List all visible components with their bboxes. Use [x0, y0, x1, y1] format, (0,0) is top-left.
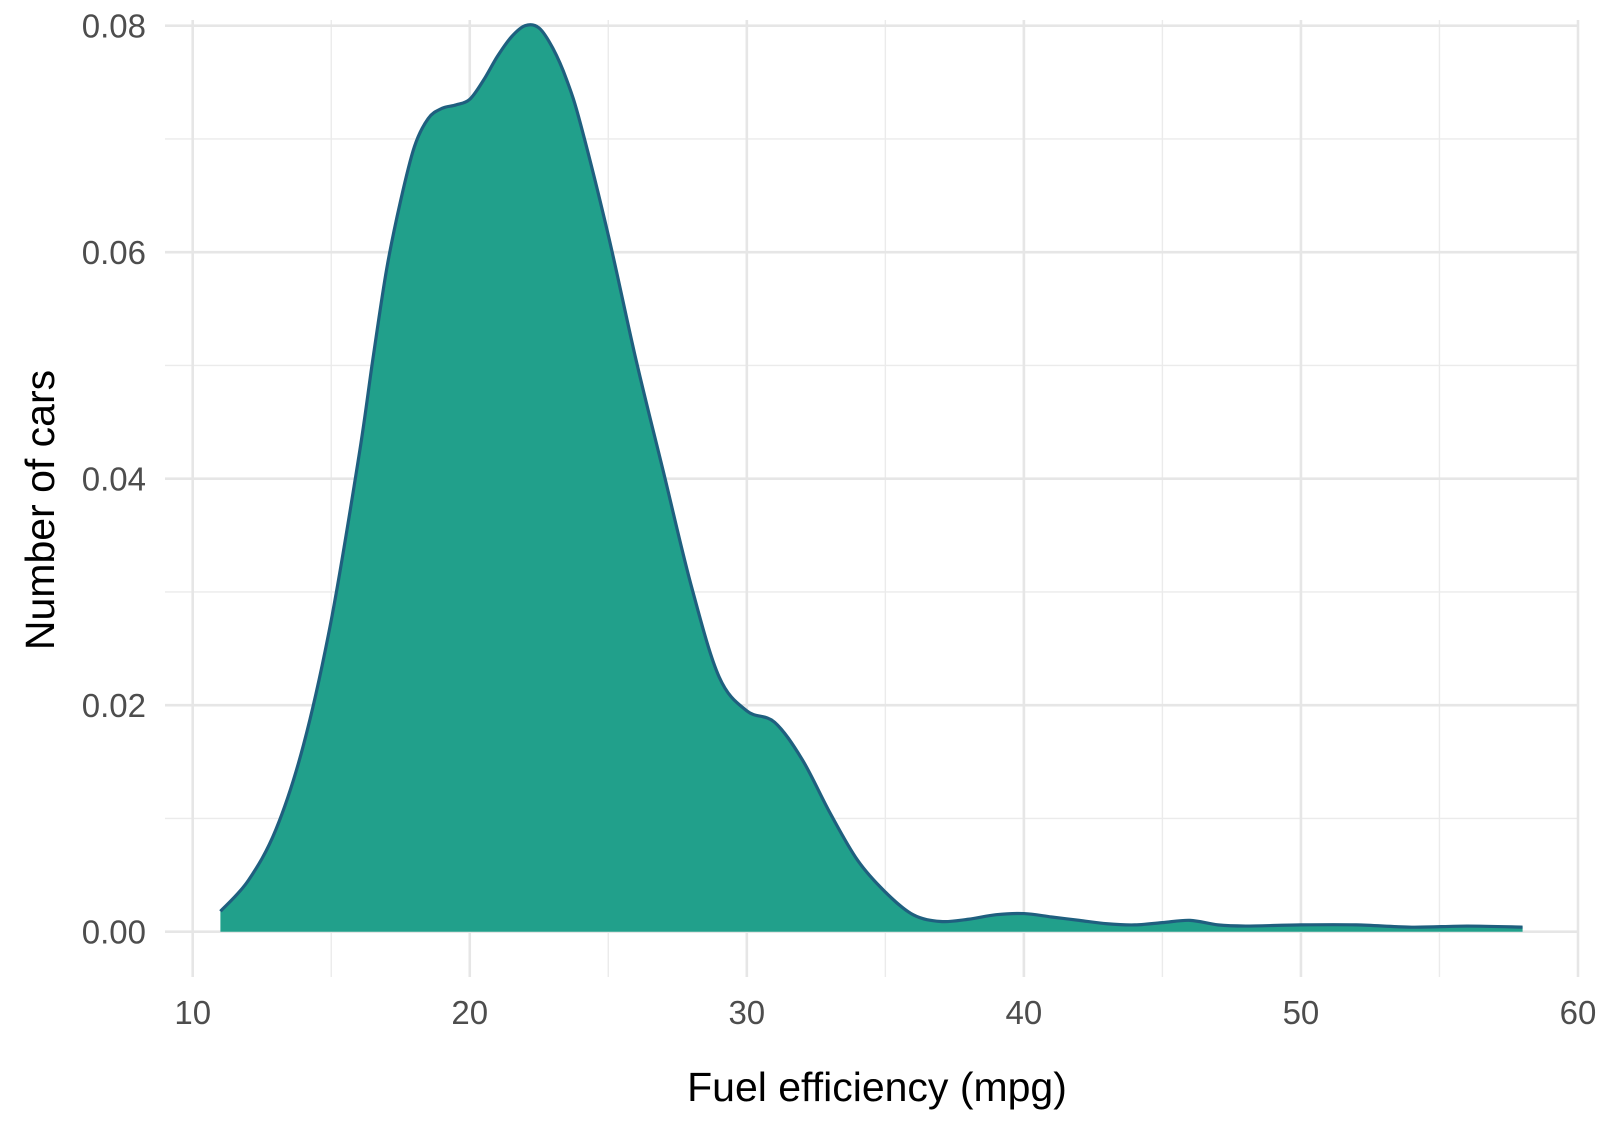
x-tick-label: 40 [1006, 994, 1043, 1031]
x-tick-label: 20 [451, 994, 488, 1031]
y-tick-label: 0.06 [82, 234, 146, 271]
y-axis-tick-labels: 0.00 0.02 0.04 0.06 0.08 [82, 8, 146, 951]
x-axis-title: Fuel efficiency (mpg) [687, 1064, 1067, 1110]
y-tick-label: 0.08 [82, 8, 146, 45]
y-axis-title: Number of cars [17, 370, 63, 650]
x-tick-label: 10 [174, 994, 211, 1031]
y-tick-label: 0.00 [82, 914, 146, 951]
x-tick-label: 50 [1283, 994, 1320, 1031]
density-line [219, 23, 1523, 929]
x-axis-tick-labels: 10 20 30 40 50 60 [174, 994, 1596, 1031]
x-tick-label: 60 [1560, 994, 1597, 1031]
y-tick-label: 0.04 [82, 461, 146, 498]
x-tick-label: 30 [728, 994, 765, 1031]
density-area [220, 24, 1523, 932]
y-tick-label: 0.02 [82, 687, 146, 724]
